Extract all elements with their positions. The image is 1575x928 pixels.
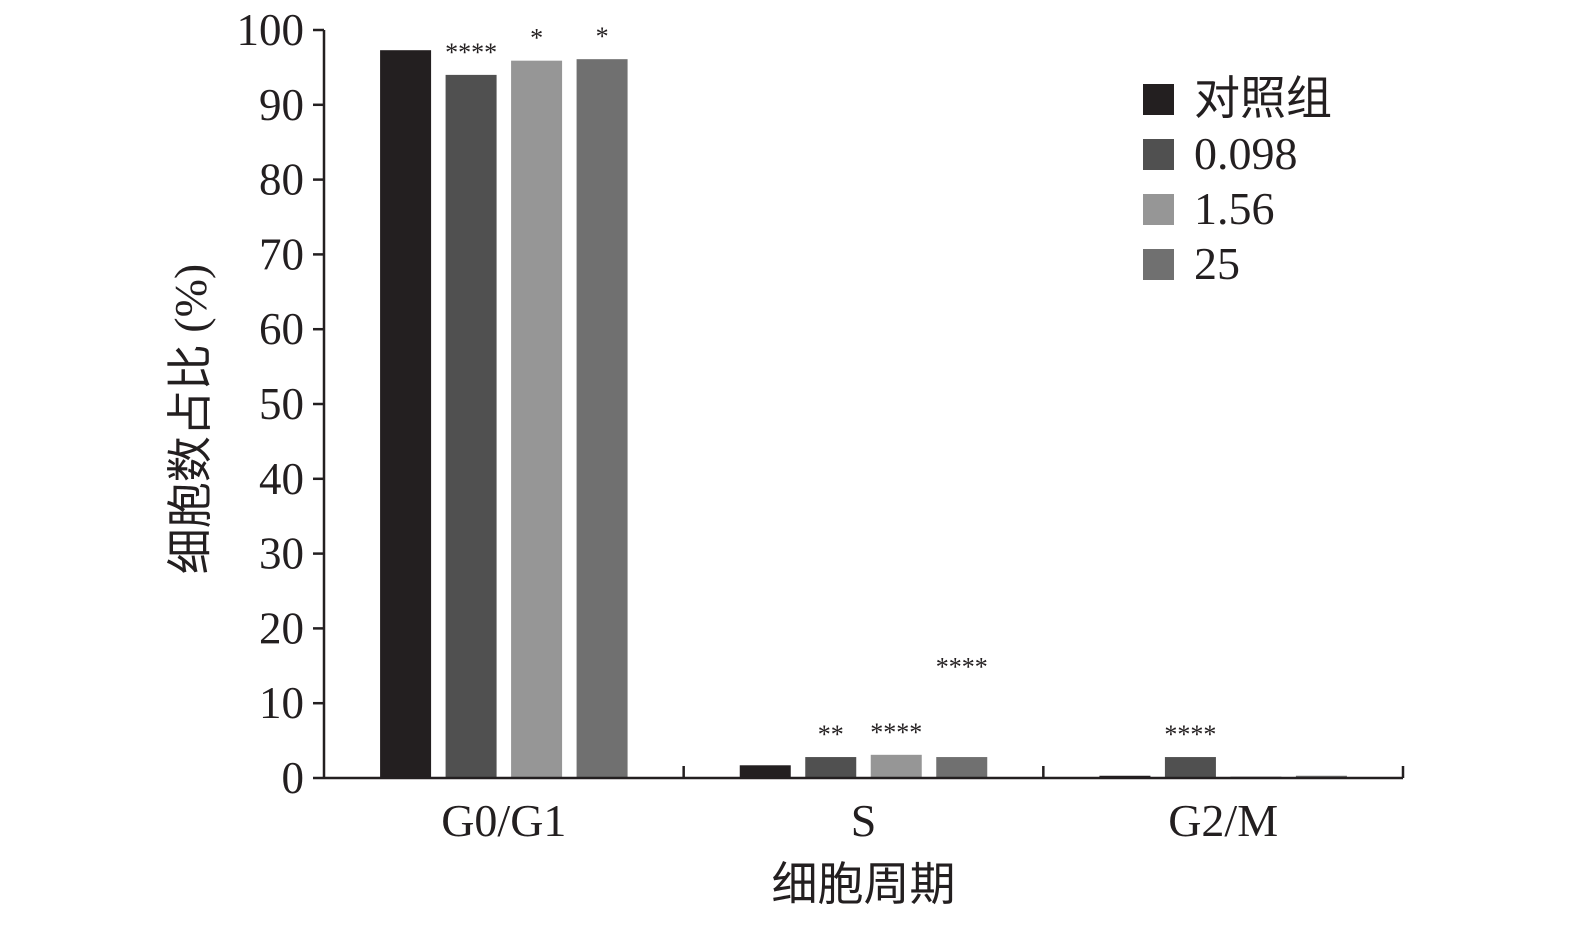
legend-swatch xyxy=(1143,249,1174,280)
bar-3-1 xyxy=(511,60,563,779)
y-tick-label: 0 xyxy=(282,753,305,803)
legend-label: 1.56 xyxy=(1194,183,1275,234)
y-tick-label: 90 xyxy=(259,80,304,130)
y-tick-label: 20 xyxy=(259,603,304,653)
legend-label: 0.098 xyxy=(1194,128,1298,179)
bar-3-2 xyxy=(870,754,922,778)
x-tick-label: G2/M xyxy=(1168,795,1278,846)
bar-4-1 xyxy=(576,59,628,779)
legend-swatch xyxy=(1143,84,1174,115)
x-axis-label: 细胞周期 xyxy=(772,859,956,910)
y-tick-label: 10 xyxy=(259,678,304,728)
x-tick-label: G0/G1 xyxy=(441,795,566,846)
bar-2-2 xyxy=(805,757,857,778)
y-tick-label: 70 xyxy=(259,229,304,279)
y-axis-label: 细胞数占比 (%) xyxy=(165,264,216,574)
significance-marker: **** xyxy=(1164,720,1216,749)
legend-swatch xyxy=(1143,139,1174,170)
y-ticks: 0 10 20 30 40 50 60 70 80 90 100 xyxy=(237,5,324,803)
y-tick-label: 60 xyxy=(259,304,304,354)
significance-marker: ** xyxy=(818,720,844,749)
significance-marker: **** xyxy=(445,38,497,67)
significance-marker: **** xyxy=(870,718,922,747)
y-tick-label: 40 xyxy=(259,454,304,504)
annotations-layer: **** * *** ************ xyxy=(445,22,1216,749)
x-tick-label: S xyxy=(851,795,877,846)
legend-swatch xyxy=(1143,194,1174,225)
significance-marker: **** xyxy=(936,653,988,682)
y-tick-label: 100 xyxy=(237,5,305,55)
bar-2-3 xyxy=(1164,757,1216,778)
x-ticks: G0/G1 S G2/M xyxy=(441,766,1405,846)
significance-marker: * xyxy=(530,24,543,53)
bar-4-2 xyxy=(936,757,988,778)
y-tick-label: 30 xyxy=(259,529,304,579)
y-tick-label: 80 xyxy=(259,155,304,205)
bar-1-2 xyxy=(739,765,791,778)
significance-marker: * xyxy=(596,22,609,51)
legend-label: 25 xyxy=(1194,238,1240,289)
y-tick-label: 50 xyxy=(259,379,304,429)
bars-layer xyxy=(380,50,1347,779)
bar-2-1 xyxy=(445,74,497,778)
legend-label: 对照组 xyxy=(1194,73,1332,124)
bar-1-1 xyxy=(380,50,432,779)
